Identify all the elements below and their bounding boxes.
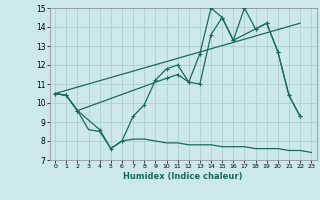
X-axis label: Humidex (Indice chaleur): Humidex (Indice chaleur) — [124, 172, 243, 181]
